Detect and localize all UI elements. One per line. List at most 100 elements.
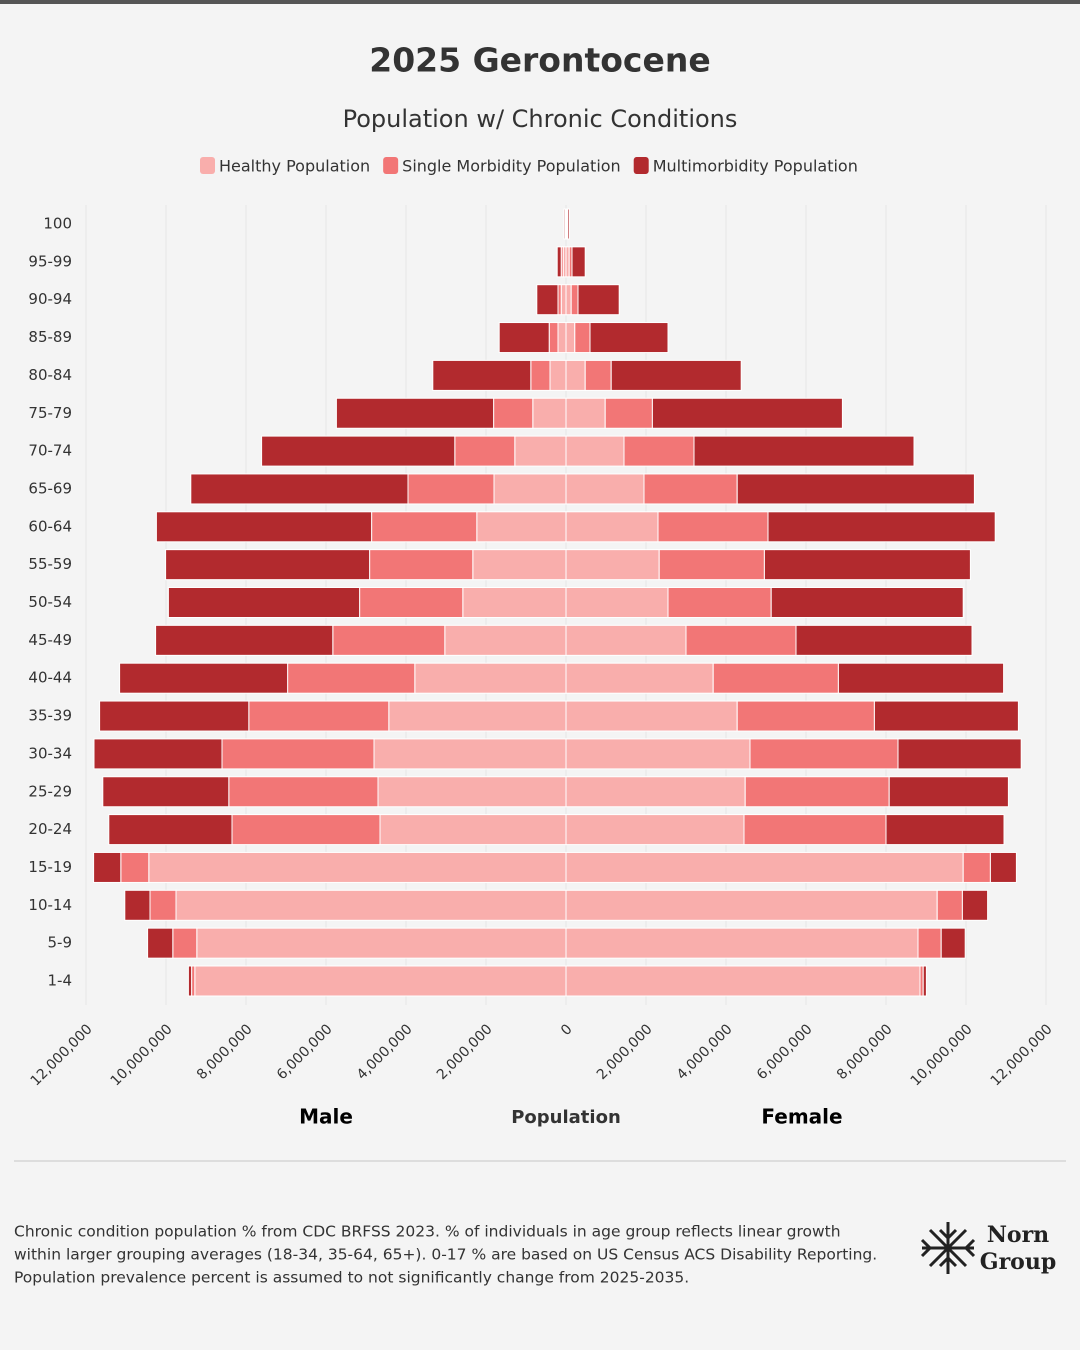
bar-segment [536,284,559,316]
bar-segment [175,889,567,921]
bar-segment [472,549,567,581]
bar-segment [936,889,963,921]
bar-segment [287,662,416,694]
bar-segment [108,814,233,846]
bar-segment [940,927,966,959]
bar-segment [221,738,375,770]
bar-segment [962,851,991,883]
bar-segment [770,587,964,618]
footnote-line: within larger grouping averages (18-34, … [14,1246,877,1264]
bar-segment [693,435,915,467]
bar-segment [332,624,446,656]
bar-segment [248,700,390,732]
bar-segment [476,511,567,543]
bar-segment [565,738,751,770]
bar-segment [885,814,1005,846]
y-tick-label: 60-64 [28,517,72,535]
bar-segment [643,473,738,505]
bar-segment [407,473,495,505]
y-tick-label: 100 [43,215,72,233]
bar-segment [148,851,567,883]
bar-segment [565,814,745,846]
bar-segment [658,549,765,581]
chart-title: 2025 Gerontocene [369,41,711,80]
bar-segment [922,965,927,997]
bar-segment [532,397,567,429]
bar-segment [565,776,746,808]
bar-segment [155,624,334,656]
bar-segment [196,927,567,959]
bar-segment [388,700,567,732]
bar-segment [873,700,1019,732]
y-tick-label: 95-99 [28,252,72,270]
bar-segment [657,511,769,543]
bar-segment [462,587,567,618]
bar-segment [565,889,938,921]
y-tick-label: 20-24 [28,820,72,838]
bar-segment [565,549,660,581]
y-tick-label: 75-79 [28,404,72,422]
y-tick-label: 55-59 [28,555,72,573]
bar-segment [736,473,975,505]
y-tick-label: 5-9 [48,934,73,952]
bar-segment [570,284,579,316]
bar-segment [837,662,1005,694]
bar-segment [763,549,971,581]
bar-segment [574,322,591,354]
bar-segment [335,397,495,429]
chart-subtitle: Population w/ Chronic Conditions [343,105,738,133]
y-tick-label: 80-84 [28,366,72,384]
footnote-line: Population prevalence percent is assumed… [14,1269,689,1287]
bar-segment [584,359,612,391]
footnote-line: Chronic condition population % from CDC … [14,1223,841,1241]
bar-segment [149,889,177,921]
legend-swatch [633,157,649,174]
bar-segment [557,322,567,354]
bar-segment [795,624,973,656]
bar-segment [194,965,567,997]
bar-segment [147,927,174,959]
bar-segment [565,511,659,543]
bar-segment [565,397,606,429]
bar-segment [577,284,620,316]
legend-label: Multimorbidity Population [653,157,858,176]
bar-segment [444,624,567,656]
bar-segment [231,814,381,846]
bar-segment [261,435,456,467]
bar-segment [565,700,738,732]
y-tick-label: 25-29 [28,782,72,800]
y-tick-label: 10-14 [28,896,72,914]
bar-segment [651,397,843,429]
bar-segment [102,776,230,808]
bar-segment [565,662,714,694]
bar-segment [744,776,890,808]
y-tick-label: 50-54 [28,593,72,611]
bar-segment [565,624,687,656]
bar-segment [493,473,567,505]
bar-segment [556,246,562,278]
bar-segment [167,587,361,618]
top-border [0,0,1080,4]
bar-segment [961,889,989,921]
bar-segment [571,246,586,278]
bar-segment [549,359,567,391]
bar-segment [172,927,198,959]
bar-segment [610,359,742,391]
bar-segment [359,587,464,618]
y-tick-label: 40-44 [28,669,72,687]
bar-segment [897,738,1022,770]
bar-segment [623,435,695,467]
bar-segment [749,738,899,770]
bar-segment [493,397,534,429]
y-tick-label: 1-4 [48,972,73,990]
bar-segment [498,322,550,354]
bar-segment [888,776,1009,808]
bar-segment [514,435,567,467]
bar-segment [165,549,371,581]
bar-segment [743,814,887,846]
bar-segment [712,662,839,694]
bar-segment [155,511,373,543]
bar-segment [371,511,478,543]
bar-segment [377,776,567,808]
